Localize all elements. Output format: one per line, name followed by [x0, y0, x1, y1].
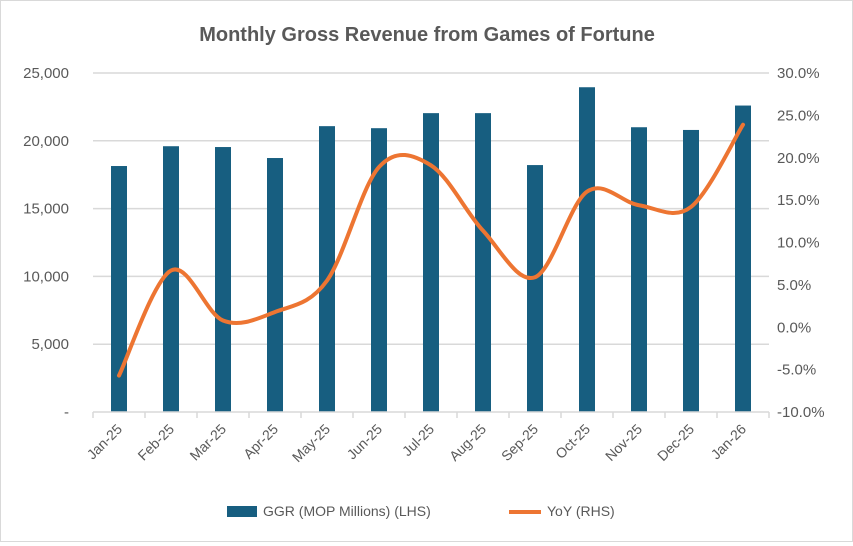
x-axis-tick-label: Feb-25 [134, 421, 177, 464]
right-axis-tick-label: 0.0% [777, 319, 811, 336]
bar-nov-25 [631, 127, 647, 412]
bar-feb-25 [163, 146, 179, 412]
bar-mar-25 [215, 147, 231, 412]
left-axis-tick-label: 15,000 [23, 201, 69, 218]
bar-apr-25 [267, 158, 283, 412]
left-axis-tick-label: 20,000 [23, 133, 69, 150]
legend-label-yoy: YoY (RHS) [547, 503, 615, 519]
chart-title: Monthly Gross Revenue from Games of Fort… [199, 24, 655, 46]
right-axis-tick-label: 20.0% [777, 150, 820, 167]
right-axis-tick-label: 25.0% [777, 107, 820, 124]
right-axis-tick-label: 30.0% [777, 65, 820, 82]
left-axis-tick-label: 10,000 [23, 268, 69, 285]
x-axis-tick-label: Jan-26 [708, 421, 750, 463]
x-axis-tick-label: Nov-25 [602, 421, 645, 464]
left-axis-tick-label: 25,000 [23, 65, 69, 82]
x-axis-tick-label: Jun-25 [344, 421, 386, 463]
right-axis-tick-label: -5.0% [777, 362, 816, 379]
x-axis-tick-label: Jul-25 [399, 421, 437, 459]
right-axis-tick-label: 5.0% [777, 277, 811, 294]
x-axis-tick-label: Mar-25 [186, 421, 229, 464]
left-axis-tick-label: - [64, 404, 69, 421]
bar-dec-25 [683, 130, 699, 412]
x-axis-tick-label: May-25 [289, 421, 333, 465]
bar-jun-25 [371, 128, 387, 412]
legend-swatch-ggr [227, 506, 257, 517]
legend: GGR (MOP Millions) (LHS) YoY (RHS) [227, 503, 615, 519]
bar-oct-25 [579, 87, 595, 412]
x-axis-tick-label: Apr-25 [240, 421, 281, 462]
x-axis-tick-label: Dec-25 [654, 421, 697, 464]
bar-sep-25 [527, 165, 543, 412]
right-axis-tick-label: 15.0% [777, 192, 820, 209]
bar-aug-25 [475, 113, 491, 412]
bar-jan-26 [735, 106, 751, 412]
bar-jul-25 [423, 113, 439, 412]
x-axis-tick-label: Aug-25 [446, 421, 489, 464]
right-axis-tick-label: 10.0% [777, 235, 820, 252]
left-axis-tick-label: 5,000 [31, 336, 69, 353]
x-axis-tick-label: Oct-25 [552, 421, 593, 462]
legend-label-ggr: GGR (MOP Millions) (LHS) [263, 503, 431, 519]
right-axis-tick-label: -10.0% [777, 404, 825, 421]
x-axis-tick-label: Jan-25 [84, 421, 126, 463]
bar-series [111, 87, 751, 412]
x-axis-tick-label: Sep-25 [498, 421, 541, 464]
